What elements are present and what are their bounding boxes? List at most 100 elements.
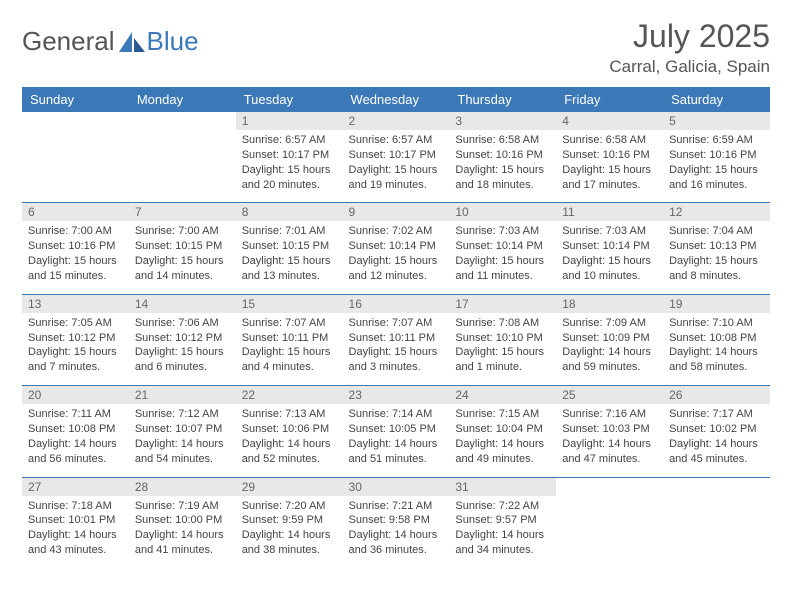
sunset-line: Sunset: 10:17 PM (349, 148, 444, 163)
calendar-day-cell: 3Sunrise: 6:58 AMSunset: 10:16 PMDayligh… (449, 112, 556, 203)
sunrise-line: Sunrise: 6:57 AM (242, 133, 337, 148)
sunrise-line: Sunrise: 7:04 AM (669, 224, 764, 239)
weekday-header: Monday (129, 87, 236, 112)
calendar-day-cell: 5Sunrise: 6:59 AMSunset: 10:16 PMDayligh… (663, 112, 770, 203)
header: General Blue July 2025 Carral, Galicia, … (22, 18, 770, 77)
calendar-day-cell: 14Sunrise: 7:06 AMSunset: 10:12 PMDaylig… (129, 294, 236, 385)
sunrise-line: Sunrise: 7:11 AM (28, 407, 123, 422)
sunrise-line: Sunrise: 7:21 AM (349, 499, 444, 514)
sunset-line: Sunset: 10:12 PM (28, 331, 123, 346)
brand-logo: General Blue (22, 18, 199, 57)
daylight-line: Daylight: 14 hours and 52 minutes. (242, 437, 337, 467)
sunrise-line: Sunrise: 7:18 AM (28, 499, 123, 514)
calendar-day-cell: 25Sunrise: 7:16 AMSunset: 10:03 PMDaylig… (556, 386, 663, 477)
day-number: 1 (236, 112, 343, 130)
calendar-day-cell: 26Sunrise: 7:17 AMSunset: 10:02 PMDaylig… (663, 386, 770, 477)
calendar-day-cell: 23Sunrise: 7:14 AMSunset: 10:05 PMDaylig… (343, 386, 450, 477)
sunrise-line: Sunrise: 7:13 AM (242, 407, 337, 422)
sunset-line: Sunset: 10:11 PM (349, 331, 444, 346)
calendar-day-cell: 10 Sunrise: 7:03 AMSunset: 10:14 PMDaylig… (449, 203, 556, 294)
calendar-day-cell: 4Sunrise: 6:58 AMSunset: 10:16 PMDayligh… (556, 112, 663, 203)
day-number: 19 (663, 295, 770, 313)
daylight-line: Daylight: 14 hours and 38 minutes. (242, 528, 337, 558)
calendar-week-row: 6Sunrise: 7:00 AMSunset: 10:16 PMDayligh… (22, 203, 770, 294)
calendar-week-row: 20Sunrise: 7:11 AMSunset: 10:08 PMDaylig… (22, 386, 770, 477)
sunset-line: Sunset: 10:16 PM (562, 148, 657, 163)
sunrise-line: Sunrise: 7:01 AM (242, 224, 337, 239)
calendar-day-cell: 30Sunrise: 7:21 AMSunset: 9:58 PMDayligh… (343, 477, 450, 568)
daylight-line: Daylight: 15 hours and 10 minutes. (562, 254, 657, 284)
daylight-line: Daylight: 15 hours and 19 minutes. (349, 163, 444, 193)
calendar-day-cell (129, 112, 236, 203)
sunset-line: Sunset: 9:57 PM (455, 513, 550, 528)
daylight-line: Daylight: 15 hours and 6 minutes. (135, 345, 230, 375)
sunset-line: Sunset: 10:00 PM (135, 513, 230, 528)
sunrise-line: Sunrise: 7:00 AM (135, 224, 230, 239)
calendar-day-cell: 2Sunrise: 6:57 AMSunset: 10:17 PMDayligh… (343, 112, 450, 203)
calendar-day-cell: 21Sunrise: 7:12 AMSunset: 10:07 PMDaylig… (129, 386, 236, 477)
daylight-line: Daylight: 15 hours and 8 minutes. (669, 254, 764, 284)
sunset-line: Sunset: 10:16 PM (669, 148, 764, 163)
day-number: 7 (129, 203, 236, 221)
sunrise-line: Sunrise: 7:08 AM (455, 316, 550, 331)
sunset-line: Sunset: 10:11 PM (242, 331, 337, 346)
calendar-day-cell: 31Sunrise: 7:22 AMSunset: 9:57 PMDayligh… (449, 477, 556, 568)
sunset-line: Sunset: 10:08 PM (669, 331, 764, 346)
day-number: 10 (449, 203, 556, 221)
weekday-header: Thursday (449, 87, 556, 112)
sunrise-line: Sunrise: 7:00 AM (28, 224, 123, 239)
weekday-header: Sunday (22, 87, 129, 112)
sunrise-line: Sunrise: 6:58 AM (562, 133, 657, 148)
sunrise-line: Sunrise: 7:03 AM (455, 224, 550, 239)
sunset-line: Sunset: 10:05 PM (349, 422, 444, 437)
daylight-line: Daylight: 14 hours and 36 minutes. (349, 528, 444, 558)
day-number: 6 (22, 203, 129, 221)
calendar-day-cell: 18Sunrise: 7:09 AMSunset: 10:09 PMDaylig… (556, 294, 663, 385)
calendar-week-row: 1Sunrise: 6:57 AMSunset: 10:17 PMDayligh… (22, 112, 770, 203)
sunrise-line: Sunrise: 7:03 AM (562, 224, 657, 239)
calendar-day-cell: 1Sunrise: 6:57 AMSunset: 10:17 PMDayligh… (236, 112, 343, 203)
calendar-day-cell: 29Sunrise: 7:20 AMSunset: 9:59 PMDayligh… (236, 477, 343, 568)
weekday-header: Friday (556, 87, 663, 112)
sunrise-line: Sunrise: 7:07 AM (242, 316, 337, 331)
calendar-day-cell: 22Sunrise: 7:13 AMSunset: 10:06 PMDaylig… (236, 386, 343, 477)
day-number: 5 (663, 112, 770, 130)
sunset-line: Sunset: 10:16 PM (455, 148, 550, 163)
daylight-line: Daylight: 14 hours and 56 minutes. (28, 437, 123, 467)
sunrise-line: Sunrise: 7:09 AM (562, 316, 657, 331)
sunrise-line: Sunrise: 7:19 AM (135, 499, 230, 514)
day-number: 3 (449, 112, 556, 130)
calendar-day-cell (22, 112, 129, 203)
sunrise-line: Sunrise: 6:57 AM (349, 133, 444, 148)
sunrise-line: Sunrise: 7:17 AM (669, 407, 764, 422)
day-number: 11 (556, 203, 663, 221)
daylight-line: Daylight: 14 hours and 47 minutes. (562, 437, 657, 467)
day-number: 26 (663, 386, 770, 404)
sunrise-line: Sunrise: 7:22 AM (455, 499, 550, 514)
daylight-line: Daylight: 15 hours and 11 minutes. (455, 254, 550, 284)
sunrise-line: Sunrise: 6:58 AM (455, 133, 550, 148)
sunset-line: Sunset: 10:14 PM (455, 239, 550, 254)
sunset-line: Sunset: 10:16 PM (28, 239, 123, 254)
sunset-line: Sunset: 10:14 PM (562, 239, 657, 254)
sunset-line: Sunset: 10:04 PM (455, 422, 550, 437)
sunrise-line: Sunrise: 7:05 AM (28, 316, 123, 331)
daylight-line: Daylight: 15 hours and 15 minutes. (28, 254, 123, 284)
calendar-day-cell: 17Sunrise: 7:08 AMSunset: 10:10 PMDaylig… (449, 294, 556, 385)
sunset-line: Sunset: 10:09 PM (562, 331, 657, 346)
day-number: 14 (129, 295, 236, 313)
month-title: July 2025 (609, 18, 770, 55)
calendar-body: 1Sunrise: 6:57 AMSunset: 10:17 PMDayligh… (22, 112, 770, 568)
weekday-header: Wednesday (343, 87, 450, 112)
daylight-line: Daylight: 15 hours and 17 minutes. (562, 163, 657, 193)
day-number: 20 (22, 386, 129, 404)
sunset-line: Sunset: 10:15 PM (242, 239, 337, 254)
daylight-line: Daylight: 15 hours and 7 minutes. (28, 345, 123, 375)
sunset-line: Sunset: 10:08 PM (28, 422, 123, 437)
daylight-line: Daylight: 14 hours and 59 minutes. (562, 345, 657, 375)
sunrise-line: Sunrise: 7:06 AM (135, 316, 230, 331)
calendar-day-cell: 13Sunrise: 7:05 AMSunset: 10:12 PMDaylig… (22, 294, 129, 385)
calendar-day-cell: 11 Sunrise: 7:03 AMSunset: 10:14 PMDaylig… (556, 203, 663, 294)
weekday-header: Tuesday (236, 87, 343, 112)
day-number: 15 (236, 295, 343, 313)
